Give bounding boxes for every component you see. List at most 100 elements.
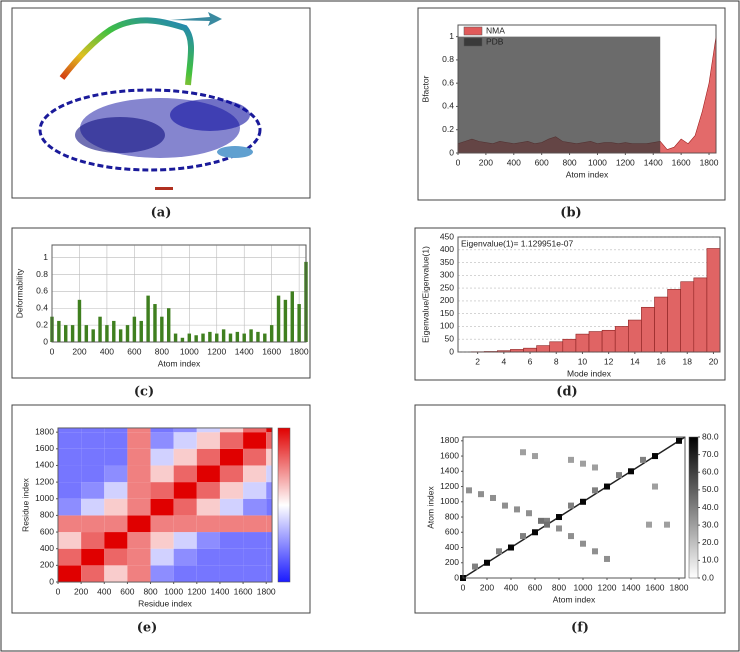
point xyxy=(544,521,550,528)
heatmap-cell xyxy=(196,548,220,566)
bar xyxy=(132,316,137,342)
heatmap-cell xyxy=(196,432,220,449)
area xyxy=(458,36,661,153)
heatmap-cell xyxy=(127,482,151,499)
heatmap-cell xyxy=(196,515,220,533)
bar xyxy=(627,319,642,353)
bar xyxy=(180,337,185,342)
bar xyxy=(242,333,246,342)
heatmap-cell xyxy=(127,465,151,483)
heatmap-cell xyxy=(81,432,105,449)
x-tick-label: 800 xyxy=(562,157,576,167)
heatmap-cell xyxy=(219,565,244,582)
x-tick-label: 1400 xyxy=(235,346,254,356)
x-tick-label: 1800 xyxy=(700,157,719,167)
point xyxy=(616,472,622,479)
panel-frame xyxy=(11,7,311,199)
heatmap-cell xyxy=(104,565,128,582)
heatmap-cell xyxy=(243,498,267,516)
bar xyxy=(276,295,281,342)
x-tick-label: 20 xyxy=(709,356,719,366)
domain xyxy=(75,117,165,153)
y-axis-label: Deformability xyxy=(14,268,24,318)
heatmap-cell xyxy=(127,515,151,533)
x-axis-label: Atom index xyxy=(158,358,201,368)
point xyxy=(466,487,472,494)
bar xyxy=(166,308,171,342)
bar xyxy=(706,248,721,353)
plot-area xyxy=(51,244,307,343)
heatmap-cell xyxy=(243,465,267,483)
heatmap-cell xyxy=(104,428,128,433)
y-axis-label: Bfactor xyxy=(420,75,430,102)
x-tick-label: 0 xyxy=(456,157,461,167)
x-tick-label: 800 xyxy=(155,346,169,356)
heatmap-cell xyxy=(196,428,220,433)
heatmap-cell xyxy=(219,448,244,466)
y-tick-label: 1200 xyxy=(35,476,54,486)
point xyxy=(526,510,532,517)
legend-label: PDB xyxy=(486,36,504,46)
bar xyxy=(601,329,616,353)
legend-swatch xyxy=(463,37,483,47)
heatmap-cell xyxy=(173,532,197,549)
x-axis-label: Residue index xyxy=(138,598,193,608)
bar xyxy=(201,333,205,342)
y-tick-label: 1200 xyxy=(440,481,459,491)
x-tick-label: 1200 xyxy=(187,586,206,596)
heatmap-cell xyxy=(173,465,197,483)
point xyxy=(568,456,574,463)
heatmap-cell xyxy=(173,432,197,449)
y-tick-label: 0.8 xyxy=(36,269,48,279)
point xyxy=(604,555,610,562)
x-tick-label: 200 xyxy=(479,157,493,167)
heatmap-cell xyxy=(150,465,174,483)
x-tick-label: 1400 xyxy=(644,157,663,167)
heatmap-cell xyxy=(150,532,174,549)
heatmap-cell xyxy=(58,565,82,582)
bar xyxy=(562,338,577,353)
heatmap-cell xyxy=(243,532,267,549)
strand xyxy=(217,146,253,158)
point xyxy=(568,502,574,509)
bar xyxy=(297,304,301,342)
heatmap-cell xyxy=(243,428,267,433)
point xyxy=(496,548,502,555)
heatmap-cell xyxy=(266,548,272,566)
x-tick-label: 200 xyxy=(480,582,494,592)
panel-caption: (b) xyxy=(560,206,581,221)
plot-border xyxy=(51,244,307,343)
legend-label: NMA xyxy=(486,25,505,35)
annotation: Eigenvalue(1)= 1.129951e-07 xyxy=(461,238,574,248)
x-tick-label: 400 xyxy=(504,582,518,592)
y-tick-label: 0 xyxy=(449,346,454,356)
heatmap-cell xyxy=(243,482,267,499)
heatmap-cell xyxy=(81,532,105,549)
bar xyxy=(125,325,130,342)
x-tick-label: 1200 xyxy=(598,582,617,592)
y-tick-label: 1400 xyxy=(440,466,459,476)
x-tick-label: 1400 xyxy=(622,582,641,592)
point xyxy=(490,494,496,501)
bar xyxy=(549,341,564,353)
y-tick-label: 100 xyxy=(440,321,454,331)
colorbar xyxy=(277,427,291,583)
point xyxy=(514,506,520,513)
x-tick-label: 600 xyxy=(528,582,542,592)
heatmap-cell xyxy=(81,548,105,566)
arrow xyxy=(170,12,222,26)
bar xyxy=(153,304,157,342)
y-tick-label: 1000 xyxy=(440,496,459,506)
bar xyxy=(215,333,219,342)
domain xyxy=(170,99,250,131)
heatmap-cell xyxy=(58,465,82,483)
heatmap-cell xyxy=(104,465,128,483)
x-tick-label: 600 xyxy=(120,586,134,596)
y-tick-label: 1600 xyxy=(35,443,54,453)
plot-border xyxy=(457,24,717,154)
heatmap-cell xyxy=(127,448,151,466)
y-tick-label: 0 xyxy=(449,147,454,157)
heatmap-cell xyxy=(150,548,174,566)
point xyxy=(568,533,574,540)
point xyxy=(592,464,598,471)
